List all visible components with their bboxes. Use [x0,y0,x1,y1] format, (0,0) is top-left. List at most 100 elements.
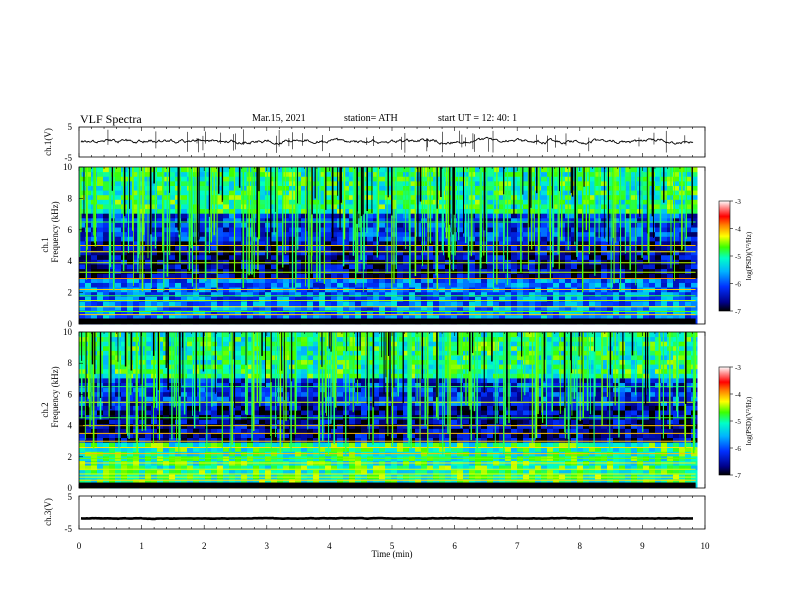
spectrogram-cell [541,268,548,274]
spectrogram-cell [253,171,260,177]
spectrogram-cell [163,213,170,219]
spectrogram-cell [223,167,230,173]
spectrogram-cell [487,250,494,256]
spectrogram-cell [169,176,176,182]
spectrogram-cell [373,446,380,452]
spectrogram-cell [325,231,332,237]
spectrogram-cell [631,314,638,320]
spectrogram-cell [115,208,122,214]
spectrogram-cell [391,446,398,452]
spectrogram-cell [619,194,626,200]
spectrogram-cell [379,469,386,475]
spectrogram-cell [103,236,110,242]
spectrogram-cell [295,259,302,265]
spectrogram-cell [343,282,350,288]
spectrogram-cell [313,469,320,475]
spectrogram-cell [535,282,542,288]
spectrogram-cell [217,227,224,233]
spectrogram-cell [457,240,464,246]
spectrogram-cell [661,310,668,316]
spectrogram-cell [415,240,422,246]
spectrogram-cell [487,245,494,251]
spectrogram-cell [331,180,338,186]
spectrogram-cell [583,259,590,265]
spectrogram-cell [181,273,188,279]
spectrogram-cell [283,254,290,260]
spectrogram-cell [379,259,386,265]
spectrogram-cell [469,217,476,223]
spectrogram-cell [487,273,494,279]
spectrogram-cell [253,478,260,484]
spectrogram-cell [385,263,392,270]
spectrogram-cell [589,199,596,205]
spectrogram-cell [205,167,212,173]
spectrogram-cell [157,291,164,297]
spectrogram-cell [247,300,254,307]
spectrogram-cell [127,277,134,283]
spectrogram-cell [373,203,380,210]
spectrogram-cell [367,199,374,205]
spectrogram-cell [349,263,356,270]
spectrogram-cell [577,469,584,475]
spectrogram-cell [595,277,602,283]
spectrogram-cell [607,236,614,242]
spectrogram-cell [247,227,254,233]
spectrogram-cell [475,478,482,484]
spectrogram-cell [379,180,386,186]
spectrogram-cell [619,300,626,307]
spectrogram-cell [577,227,584,233]
spectrogram-cell [451,231,458,237]
spectrogram-cell [337,478,344,484]
spectrogram-cell [283,263,290,270]
spectrogram-cell [655,240,662,246]
spectrogram-cell [205,231,212,237]
spectrogram-cell [457,469,464,475]
spectrogram-cell [103,171,110,177]
spectrogram-cell [589,203,596,210]
spectrogram-cell [571,250,578,256]
spectrogram-cell [133,167,140,173]
spectrogram-cell [517,277,524,283]
spectrogram-cell [685,217,692,223]
spectrogram-cell [151,217,158,223]
spectrogram-cell [373,305,380,311]
spectrogram-cell [499,190,506,196]
spectrogram-cell [541,180,548,186]
spectrogram-cell [379,273,386,279]
spectrogram-cell [205,203,212,210]
spectrogram-cell [409,199,416,205]
spectrogram-cell [307,222,314,228]
spectrogram-cell [229,259,236,265]
spectrogram-cell [79,300,86,307]
spectrogram-cell [661,203,668,210]
spectrogram-cell [571,263,578,270]
spectrogram-cell [163,259,170,265]
spectrogram-cell [499,282,506,288]
spectrogram-cell [253,227,260,233]
spectrogram-cell [637,199,644,205]
spectrogram-cell [589,167,596,173]
spectrogram-cell [319,277,326,283]
spectrogram-cell [229,273,236,279]
spectrogram-cell [247,240,254,246]
spectrogram-cell [487,478,494,484]
spectrogram-cell [379,446,386,452]
spectrogram-cell [559,277,566,283]
spectrogram-cell [397,176,404,182]
spectrogram-cell [175,469,182,475]
spectrogram-cell [205,176,212,182]
spectrogram-cell [253,259,260,265]
spectrogram-cell [685,254,692,260]
spectrogram-cell [247,469,254,475]
spectrogram-cell [205,282,212,288]
spectrogram-cell [85,314,92,320]
spectrogram-cell [433,446,440,452]
spectrogram-cell [337,240,344,246]
spectrogram-cell [487,291,494,297]
spectrogram-cell [529,314,536,320]
spectrogram-cell [277,199,284,205]
spectrogram-cell [325,203,332,210]
spectrogram-cell [205,442,212,448]
colorbar-tick-label--6: -6 [735,281,741,289]
spectrogram-cell [211,442,218,448]
